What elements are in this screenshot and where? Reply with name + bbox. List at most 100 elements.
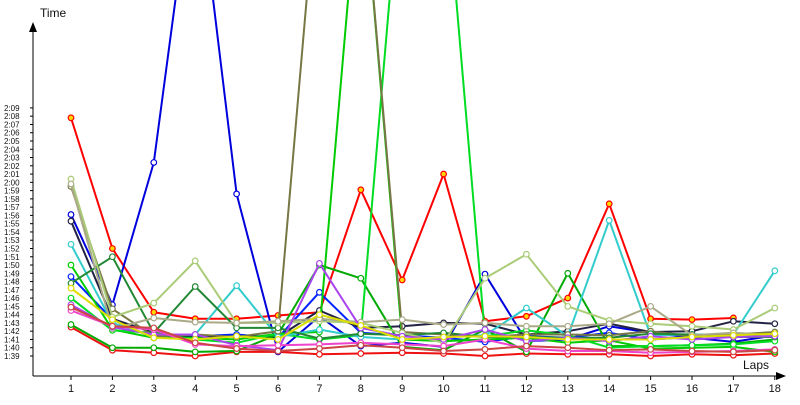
data-point bbox=[316, 335, 323, 343]
y-tick-label: 1:41 bbox=[4, 335, 20, 344]
data-point bbox=[357, 341, 365, 349]
data-point bbox=[357, 186, 365, 194]
y-tick-label: 1:57 bbox=[4, 203, 20, 212]
series-line bbox=[70, 183, 775, 337]
x-tick-label: 14 bbox=[603, 383, 615, 395]
series-3 bbox=[67, 0, 779, 356]
data-point bbox=[67, 261, 75, 269]
data-point bbox=[605, 200, 613, 208]
data-point bbox=[67, 321, 75, 328]
data-point bbox=[688, 341, 696, 349]
data-point bbox=[481, 332, 489, 340]
y-tick-label: 2:08 bbox=[4, 112, 20, 121]
x-tick-label: 1 bbox=[68, 383, 74, 395]
data-point bbox=[398, 344, 406, 352]
series-line bbox=[70, 255, 775, 340]
x-tick-label: 7 bbox=[316, 383, 322, 395]
data-point bbox=[274, 317, 282, 325]
data-point bbox=[688, 322, 696, 330]
data-point bbox=[67, 284, 75, 292]
data-point bbox=[771, 320, 779, 328]
data-point bbox=[771, 330, 779, 338]
series-lines bbox=[67, 0, 779, 360]
data-point bbox=[316, 345, 323, 352]
data-point bbox=[233, 319, 241, 327]
data-point bbox=[730, 341, 737, 348]
data-point bbox=[274, 336, 282, 343]
data-point bbox=[771, 304, 779, 312]
data-point bbox=[274, 347, 282, 355]
x-tick-label: 12 bbox=[520, 383, 532, 395]
data-point bbox=[191, 348, 199, 356]
y-tick-label: 1:49 bbox=[4, 269, 20, 278]
series-line bbox=[70, 287, 775, 341]
data-point bbox=[316, 350, 323, 358]
x-tick-label: 2 bbox=[109, 383, 115, 395]
y-tick-label: 2:07 bbox=[4, 120, 20, 129]
data-point bbox=[564, 344, 572, 352]
series-2 bbox=[67, 323, 779, 360]
x-tick-label: 5 bbox=[234, 383, 240, 395]
x-tick-label: 4 bbox=[192, 383, 198, 395]
y-tick-label: 2:02 bbox=[4, 162, 20, 171]
data-point bbox=[150, 344, 158, 352]
series-line bbox=[70, 0, 775, 349]
data-point bbox=[233, 190, 241, 198]
data-point bbox=[108, 316, 116, 324]
series-line bbox=[70, 326, 775, 357]
x-tick-label: 17 bbox=[727, 383, 739, 395]
data-point bbox=[67, 294, 75, 302]
data-point bbox=[523, 342, 530, 350]
data-point bbox=[316, 288, 323, 296]
y-tick-label: 1:56 bbox=[4, 211, 20, 220]
series-8 bbox=[67, 0, 779, 352]
y-tick-label: 1:43 bbox=[4, 319, 20, 328]
data-point bbox=[605, 320, 613, 328]
y-tick-label: 1:48 bbox=[4, 278, 20, 287]
series-line bbox=[70, 0, 775, 353]
y-tick-label: 1:39 bbox=[4, 352, 20, 361]
series-10 bbox=[67, 0, 779, 341]
data-point bbox=[67, 303, 75, 311]
y-tick-label: 1:52 bbox=[4, 244, 20, 253]
data-point bbox=[440, 333, 448, 341]
data-point bbox=[67, 211, 75, 218]
y-tick-label: 1:59 bbox=[4, 187, 20, 196]
y-tick-label: 1:54 bbox=[4, 228, 20, 237]
x-tick-label: 15 bbox=[644, 383, 656, 395]
data-point bbox=[440, 347, 448, 355]
data-point bbox=[647, 302, 654, 310]
data-point bbox=[108, 245, 116, 252]
data-point bbox=[357, 330, 365, 338]
data-point bbox=[357, 350, 365, 357]
y-tick-label: 1:42 bbox=[4, 327, 20, 336]
data-point bbox=[191, 283, 199, 290]
data-point bbox=[481, 319, 489, 327]
data-point bbox=[108, 253, 116, 261]
y-tick-label: 2:05 bbox=[4, 137, 20, 146]
data-point bbox=[316, 259, 323, 267]
data-point bbox=[688, 316, 696, 324]
data-point bbox=[398, 336, 406, 343]
y-tick-label: 2:01 bbox=[4, 170, 20, 179]
data-point bbox=[605, 216, 613, 224]
y-tick-label: 1:50 bbox=[4, 261, 20, 270]
data-point bbox=[523, 312, 530, 320]
series-line bbox=[70, 309, 775, 354]
data-point bbox=[150, 314, 158, 322]
series-16 bbox=[67, 284, 779, 343]
x-axis-arrow bbox=[776, 372, 786, 380]
x-tick-label: 11 bbox=[479, 383, 490, 395]
y-tick-label: 1:45 bbox=[4, 302, 20, 311]
data-point bbox=[233, 332, 241, 340]
data-point bbox=[564, 322, 572, 330]
data-point bbox=[730, 348, 737, 356]
data-point bbox=[523, 304, 530, 312]
data-point bbox=[730, 331, 737, 339]
data-point bbox=[688, 333, 696, 341]
data-point bbox=[108, 344, 116, 352]
x-tick-label: 3 bbox=[151, 383, 157, 395]
data-point bbox=[564, 336, 572, 343]
